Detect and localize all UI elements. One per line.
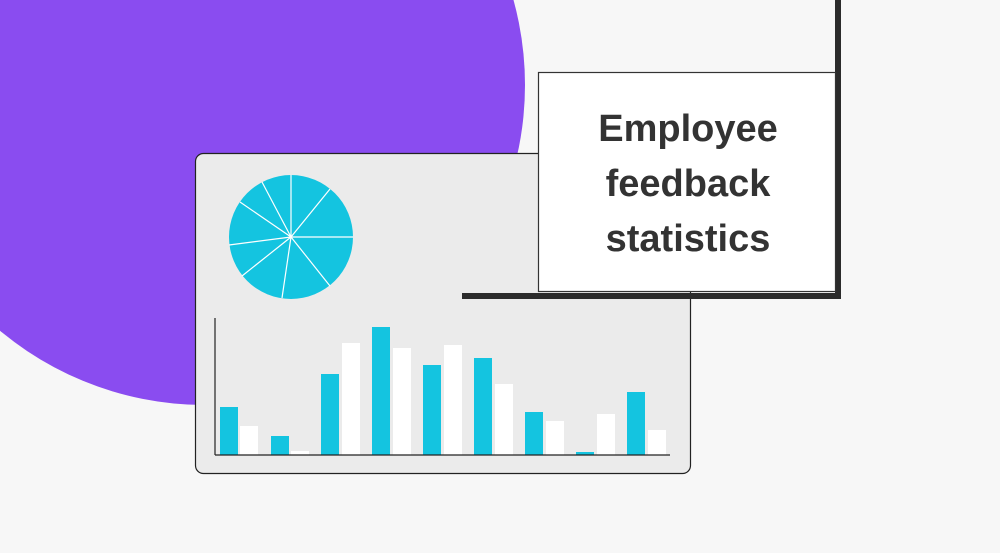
white-bars [240,343,666,455]
pie-illustration [228,175,353,299]
title-card [537,71,837,293]
title: Employee feedback statistics [598,108,778,260]
pie-slice-lines [228,175,353,299]
cyan-bars [220,327,645,455]
bar-illustration [214,318,670,456]
